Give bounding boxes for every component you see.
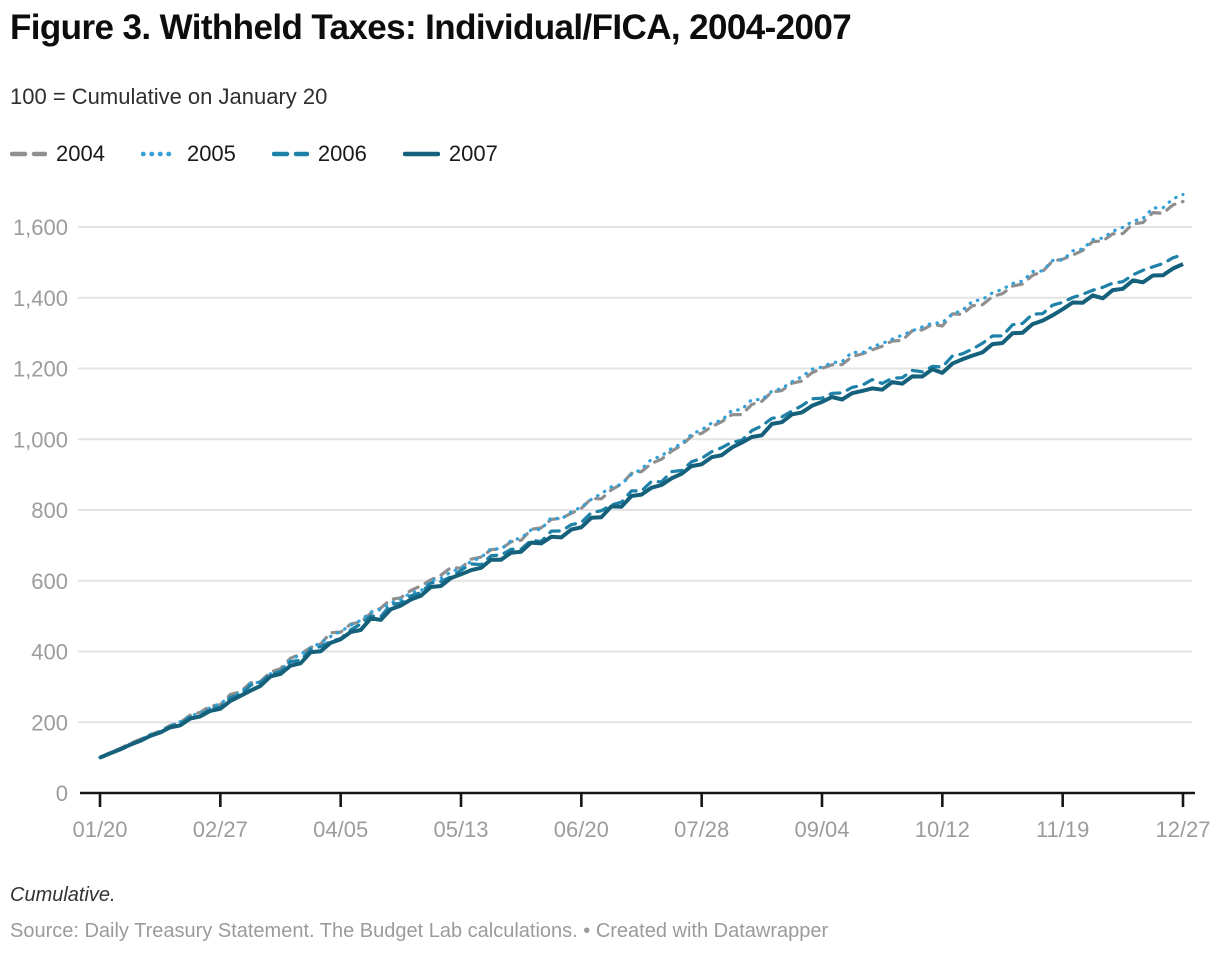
footer-source: Source: Daily Treasury Statement. The Bu… (10, 920, 829, 942)
line-chart-canvas: 0 200 400 600 800 1,000 1,200 1,400 1,600 01/20 02… (13, 192, 1211, 842)
chart-title: Figure 3. Withheld Taxes: Individual/FIC… (10, 8, 852, 47)
footer-note: Cumulative. (10, 884, 116, 906)
x-axis-label: 11/19 (1036, 817, 1089, 842)
legend-swatch-dotted-icon (140, 151, 178, 157)
legend-swatch-dashed-icon (271, 151, 309, 157)
series-line-2005 (98, 192, 1185, 760)
series-line-2007 (99, 262, 1184, 760)
legend-swatch-dashed-icon (10, 151, 47, 157)
x-axis-label: 10/12 (915, 817, 970, 842)
y-axis-label: 0 (56, 781, 68, 806)
x-axis-label: 09/04 (794, 817, 849, 842)
legend: 2004 2005 2006 2007 (10, 141, 498, 167)
y-axis-label: 800 (31, 498, 68, 523)
legend-label: 2004 (56, 141, 105, 166)
y-axis-label: 600 (31, 569, 68, 594)
x-axis-label: 06/20 (554, 817, 609, 842)
legend-item-2005: 2005 (140, 141, 236, 167)
x-axis-label: 02/27 (193, 817, 248, 842)
chart-subtitle: 100 = Cumulative on January 20 (10, 84, 328, 109)
y-axis-label: 1,200 (13, 357, 68, 382)
x-axis-label: 07/28 (674, 817, 729, 842)
legend-item-2006: 2006 (271, 141, 367, 167)
legend-item-2004: 2004 (10, 141, 105, 167)
legend-item-2007: 2007 (402, 141, 498, 167)
y-axis-label: 1,600 (13, 215, 68, 240)
legend-label: 2006 (317, 141, 367, 166)
x-axis-label: 05/13 (433, 817, 488, 842)
legend-label: 2005 (186, 141, 236, 166)
legend-label: 2007 (448, 141, 498, 166)
y-axis-label: 1,400 (13, 286, 68, 311)
x-axis-label: 01/20 (72, 817, 127, 842)
y-axis-label: 200 (31, 710, 68, 735)
y-axis-label: 400 (31, 640, 68, 665)
x-axis-label: 04/05 (313, 817, 368, 842)
series-line-2004 (98, 199, 1185, 760)
x-axis-label: 12/27 (1155, 817, 1210, 842)
legend-swatch-solid-icon (402, 151, 440, 157)
y-axis-label: 1,000 (13, 427, 68, 452)
